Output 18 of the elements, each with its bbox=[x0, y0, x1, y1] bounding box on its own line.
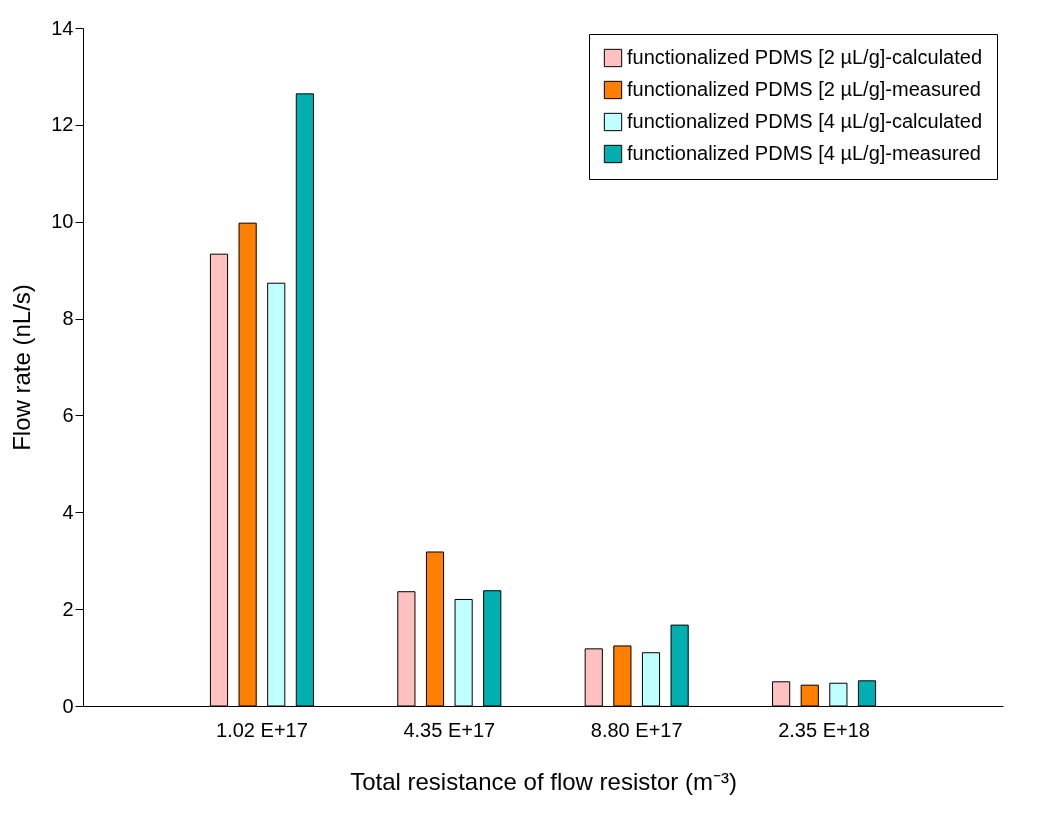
y-tick-label: 6 bbox=[62, 403, 74, 426]
y-axis-title: Flow rate (nL/s) bbox=[8, 284, 36, 451]
y-tick-label: 8 bbox=[62, 307, 74, 330]
x-tick-label: 4.35 E+17 bbox=[403, 718, 496, 741]
x-tick-label: 2.35 E+18 bbox=[778, 718, 870, 741]
x-tick-label: 8.80 E+17 bbox=[590, 718, 683, 741]
legend-label: functionalized PDMS [4 µL/g]-measured bbox=[627, 142, 981, 164]
x-tick-label: 1.02 E+17 bbox=[216, 718, 308, 741]
legend-label: functionalized PDMS [4 µL/g]-calculated bbox=[627, 110, 983, 132]
x-axis-title: Total resistance of flow resistor (m⁻³) bbox=[350, 767, 737, 795]
y-tick-label: 14 bbox=[51, 16, 74, 39]
y-tick-label: 2 bbox=[62, 597, 74, 620]
y-tick-label: 0 bbox=[62, 694, 74, 717]
y-tick-label: 12 bbox=[51, 113, 74, 136]
legend-label: functionalized PDMS [2 µL/g]-measured bbox=[627, 78, 981, 100]
y-tick-label: 10 bbox=[51, 210, 74, 233]
y-tick-label: 4 bbox=[62, 500, 74, 523]
legend-label: functionalized PDMS [2 µL/g]-calculated bbox=[627, 46, 983, 68]
